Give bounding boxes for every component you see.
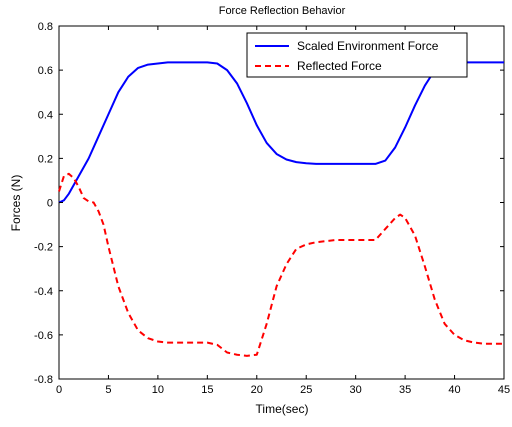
tick-layer: 0 5 10 15 20 25 30 35 40 45 -0.8 -0.6 -0.4 -0.2 0 0.2 0.…	[34, 21, 510, 396]
x-tick-label: 25	[300, 384, 312, 396]
y-tick-label: -0.8	[34, 374, 53, 386]
chart-title: Force Reflection Behavior	[219, 5, 346, 17]
y-tick-label: -0.4	[34, 286, 53, 298]
y-tick-label: 0.6	[38, 65, 53, 77]
legend-label-scaled-environment-force: Scaled Environment Force	[297, 39, 439, 53]
y-axis-label: Forces (N)	[9, 175, 23, 232]
x-tick-label: 5	[105, 384, 111, 396]
y-tick-label: -0.6	[34, 330, 53, 342]
x-axis-label: Time(sec)	[256, 402, 309, 416]
legend-box	[246, 32, 468, 78]
x-tick-label: 45	[498, 384, 510, 396]
x-tick-label: 0	[56, 384, 62, 396]
x-tick-label: 10	[152, 384, 164, 396]
y-tick-label: 0.8	[38, 21, 53, 33]
axes-box	[58, 25, 505, 380]
plot-area: 0 5 10 15 20 25 30 35 40 45 -0.8 -0.6 -0.4 -0.2 0 0.2 0.…	[34, 21, 510, 396]
legend-label-reflected-force: Reflected Force	[297, 59, 382, 73]
y-tick-label: 0	[47, 198, 53, 210]
series-line-reflected-force	[58, 172, 504, 357]
y-tick-label: 0.4	[38, 109, 53, 121]
x-tick-label: 20	[251, 384, 263, 396]
x-tick-label: 15	[201, 384, 213, 396]
x-tick-label: 30	[350, 384, 362, 396]
legend: Scaled Environment Force Reflected Force	[246, 32, 468, 78]
series-layer	[58, 61, 504, 357]
x-tick-label: 35	[399, 384, 411, 396]
y-tick-label: 0.2	[38, 153, 53, 165]
x-tick-label: 40	[448, 384, 460, 396]
series-line-scaled-environment-force	[58, 61, 504, 204]
y-tick-label: -0.2	[34, 242, 53, 254]
